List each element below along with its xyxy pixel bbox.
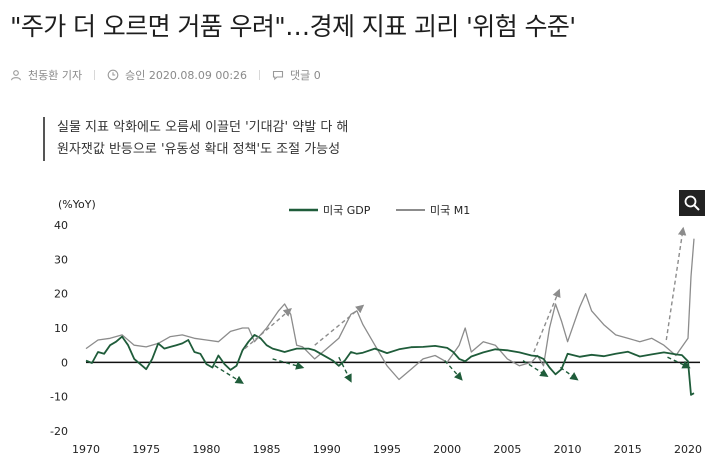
divergence-arrow-down: [522, 360, 549, 377]
divergence-arrow-down: [272, 358, 305, 370]
m1-series-line: [85, 238, 695, 381]
gdp-series-line: [85, 334, 695, 396]
speech-bubble-icon: [272, 70, 284, 81]
approved-info: 승인 2020.08.09 00:26: [107, 67, 247, 83]
x-tick-label: 2000: [433, 443, 461, 456]
x-tick-label: 1975: [132, 443, 160, 456]
article-headline: "주가 더 오르면 거품 우려"…경제 지표 괴리 '위험 수준': [10, 12, 576, 41]
legend-label-gdp: 미국 GDP: [323, 204, 371, 217]
author-info: 천동환 기자: [10, 67, 82, 83]
x-tick-label: 2015: [614, 443, 642, 456]
y-tick-label: -20: [50, 425, 68, 438]
y-tick-label: 20: [54, 288, 68, 301]
comment-info[interactable]: 댓글 0: [272, 67, 321, 83]
divergence-arrow-up: [244, 308, 292, 350]
approved-time: 승인 2020.08.09 00:26: [125, 69, 248, 82]
meta-divider: [94, 70, 96, 80]
y-tick-label: 40: [54, 219, 68, 232]
y-axis-label: (%YoY): [58, 198, 96, 211]
magnifier-icon: [684, 195, 700, 211]
clock-icon: [107, 69, 119, 81]
divergence-arrow-up: [314, 304, 365, 346]
y-tick-label: 10: [54, 322, 68, 335]
divergence-arrow-down: [444, 360, 463, 381]
x-tick-label: 1970: [72, 443, 100, 456]
article-subtitle: 실물 지표 악화에도 오름세 이끌던 '기대감' 약발 다 해 원자잿값 반등으…: [43, 117, 348, 161]
x-tick-label: 2010: [554, 443, 582, 456]
gdp-m1-chart: (%YoY) 40 30 20 10 0 -10 -20 1970 1975 1980 1985 199…: [0, 182, 720, 465]
meta-divider: [259, 70, 261, 80]
x-tick-label: 1985: [253, 443, 281, 456]
legend-label-m1: 미국 M1: [430, 204, 470, 217]
divergence-arrow-down: [667, 356, 691, 369]
y-tick-label: -10: [50, 391, 68, 404]
author-name[interactable]: 천동환 기자: [28, 69, 83, 82]
divergence-arrow-down: [214, 365, 244, 384]
y-tick-label: 30: [54, 253, 68, 266]
x-tick-label: 2020: [674, 443, 702, 456]
person-icon: [10, 70, 22, 81]
divergence-arrow-up: [665, 226, 687, 341]
divergence-arrow-down: [559, 366, 579, 381]
x-tick-label: 2005: [493, 443, 521, 456]
article-meta: 천동환 기자 승인 2020.08.09 00:26 댓글 0: [10, 67, 321, 83]
zoom-button[interactable]: [679, 190, 705, 216]
x-tick-label: 1980: [192, 443, 220, 456]
x-tick-label: 1990: [313, 443, 341, 456]
divergence-arrow-down: [338, 356, 352, 383]
x-tick-label: 1995: [373, 443, 401, 456]
subtitle-line: 실물 지표 악화에도 오름세 이끌던 '기대감' 약발 다 해: [57, 120, 349, 135]
subtitle-line: 원자잿값 반등으로 '유동성 확대 정책'도 조절 가능성: [57, 142, 341, 157]
y-tick-label: 0: [61, 356, 68, 369]
comment-count[interactable]: 댓글 0: [290, 69, 321, 82]
